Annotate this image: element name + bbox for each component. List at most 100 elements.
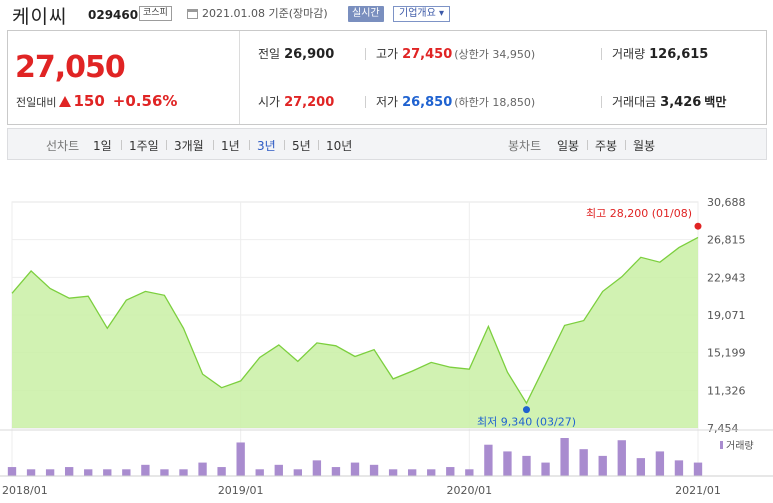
company-name: 케이씨 [12,6,68,28]
company-overview-dropdown[interactable]: 기업개요 ▾ [393,6,450,22]
tab-divider [213,140,214,150]
y-tick-label: 30,688 [707,196,746,209]
line-chart-title: 선차트 [46,139,80,153]
candle-chart-title: 봉차트 [508,139,542,153]
price-chart: 30,688 26,815 22,943 19,071 15,199 11,326 7,45… [0,160,773,503]
tab-5y[interactable]: 5년 [292,139,311,153]
volume-bar [636,458,646,476]
volume-bar [522,455,531,476]
realtime-button[interactable]: 실시간 [348,6,384,22]
low-label: 저가 [376,95,399,109]
max-price-label: 최고 28,200 (01/08) [586,207,692,220]
y-tick-label: 26,815 [707,234,746,247]
chart-period-tabs: 선차트 1일 1주일 3개월 1년 3년 5년 10년 봉차트 일봉 주봉 월봉 [7,128,767,160]
volume-bar [293,469,303,476]
high-value: 27,450 [402,47,453,62]
y-tick-label: 11,326 [707,384,746,397]
amount-unit: 백만 [704,95,727,109]
volume-legend-swatch [720,441,723,449]
volume-bar [217,467,226,476]
tab-monthly-candle[interactable]: 월봉 [633,139,656,153]
stat-volume: 거래량 126,615 [612,45,708,62]
volume-bar [617,440,626,476]
divider [601,48,602,60]
divider [601,96,602,108]
change-percent: +0.56% [112,92,178,110]
volume-bar [560,438,569,476]
change-row: 전일대비 150 +0.56% [16,92,177,110]
tab-3m[interactable]: 3개월 [174,139,204,153]
divider [365,48,366,60]
open-value: 27,200 [284,95,335,110]
price-chart-svg: 30,688 26,815 22,943 19,071 15,199 11,326 7,45… [0,196,773,497]
volume-bar [579,449,588,476]
volume-bar [655,451,665,476]
tab-daily-candle[interactable]: 일봉 [557,139,580,153]
tab-1d[interactable]: 1일 [93,139,112,153]
stat-low: 저가 26,850 (하한가 18,850) [376,93,535,110]
upper-limit: (상한가 34,950) [454,48,536,61]
divider [365,96,366,108]
volume-bar [122,469,131,476]
stat-open: 시가 27,200 [258,93,334,110]
volume-bar [141,464,150,476]
volume-bar [198,462,207,476]
volume-bar [331,467,341,476]
volume-bar [274,464,283,476]
price-area [12,237,698,428]
volume-bar [7,467,17,476]
x-tick-label: 2018/01 [2,484,48,497]
max-point-marker [694,222,702,230]
stat-high: 고가 27,450 (상한가 34,950) [376,45,535,62]
as-of-date: 2021.01.08 기준(장마감) [202,7,328,20]
volume-bar [541,462,550,476]
volume-bar [407,469,417,476]
current-price: 27,050 [15,50,126,85]
tab-divider [318,140,319,150]
lower-limit: (하한가 18,850) [454,96,536,109]
volume-bar [64,467,74,476]
tab-3y[interactable]: 3년 [257,139,276,153]
tab-1w[interactable]: 1주일 [129,139,159,153]
prev-close-value: 26,900 [284,47,335,62]
y-tick-label: 7,454 [707,422,739,435]
stock-header: 케이씨 029460 코스피 2021.01.08 기준(장마감) 실시간 기업… [0,0,773,30]
min-price-label: 최저 9,340 (03/27) [477,416,576,429]
volume-bar [160,469,169,476]
volume-bar [693,462,703,476]
volume-legend-label: 거래량 [726,440,754,452]
stat-amount: 거래대금 3,426 백만 [612,93,726,110]
low-value: 26,850 [402,95,453,110]
tab-1y[interactable]: 1년 [221,139,240,153]
volume-bar [388,469,398,476]
high-label: 고가 [376,47,399,61]
volume-bar [465,469,474,476]
y-tick-label: 22,943 [707,271,746,284]
volume-bar [503,451,512,476]
min-point-marker [523,406,530,414]
volume-bar [236,442,245,476]
volume-bar [427,469,436,476]
volume-bar [45,469,55,476]
volume-bar [312,460,322,476]
tab-divider [587,140,588,150]
tab-divider [625,140,626,150]
volume-bar [446,467,455,476]
volume-bar [26,469,36,476]
change-amount: 150 [73,92,105,110]
volume-bar [674,460,684,476]
tab-weekly-candle[interactable]: 주봉 [595,139,618,153]
tab-divider [249,140,250,150]
volume-bar [350,462,360,476]
tab-10y[interactable]: 10년 [326,139,353,153]
up-arrow-icon [59,96,72,107]
amount-value: 3,426 [660,95,702,110]
volume-label: 거래량 [612,47,646,61]
volume-bar [103,469,112,476]
calendar-icon [187,9,198,19]
prev-close-label: 전일 [258,47,281,61]
change-label: 전일대비 [16,96,57,109]
price-summary: 27,050 전일대비 150 +0.56% 전일 26,900 고가 27,450 (상… [7,30,767,125]
volume-bar [179,469,188,476]
y-tick-label: 15,199 [707,347,746,360]
